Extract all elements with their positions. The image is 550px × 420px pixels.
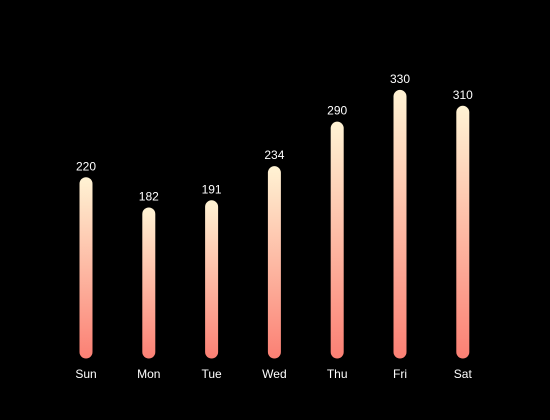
- category-labels-layer: Sun Mon Tue Wed Thu Fri Sat: [75, 367, 472, 381]
- value-label-sat: 310: [453, 88, 473, 102]
- value-label-fri: 330: [390, 72, 410, 86]
- bar-thu: [330, 121, 344, 359]
- value-labels-layer: 220 182 191 234 290 330 310: [76, 72, 473, 204]
- category-label-thu: Thu: [327, 367, 348, 381]
- bar-tue: [205, 200, 219, 359]
- value-label-mon: 182: [139, 189, 159, 203]
- value-label-tue: 191: [202, 182, 222, 196]
- bar-wed: [267, 166, 281, 359]
- bars-layer: [79, 89, 470, 359]
- bar-mon: [142, 207, 156, 359]
- value-label-thu: 290: [327, 104, 347, 118]
- bar-fri: [393, 89, 407, 359]
- category-label-fri: Fri: [393, 367, 407, 381]
- value-label-wed: 234: [264, 148, 284, 162]
- bar-sun: [79, 177, 93, 359]
- category-label-wed: Wed: [262, 367, 286, 381]
- category-label-sun: Sun: [75, 367, 96, 381]
- value-label-sun: 220: [76, 159, 96, 173]
- bar-sat: [456, 105, 470, 359]
- category-label-sat: Sat: [454, 367, 473, 381]
- category-label-tue: Tue: [201, 367, 222, 381]
- category-label-mon: Mon: [137, 367, 160, 381]
